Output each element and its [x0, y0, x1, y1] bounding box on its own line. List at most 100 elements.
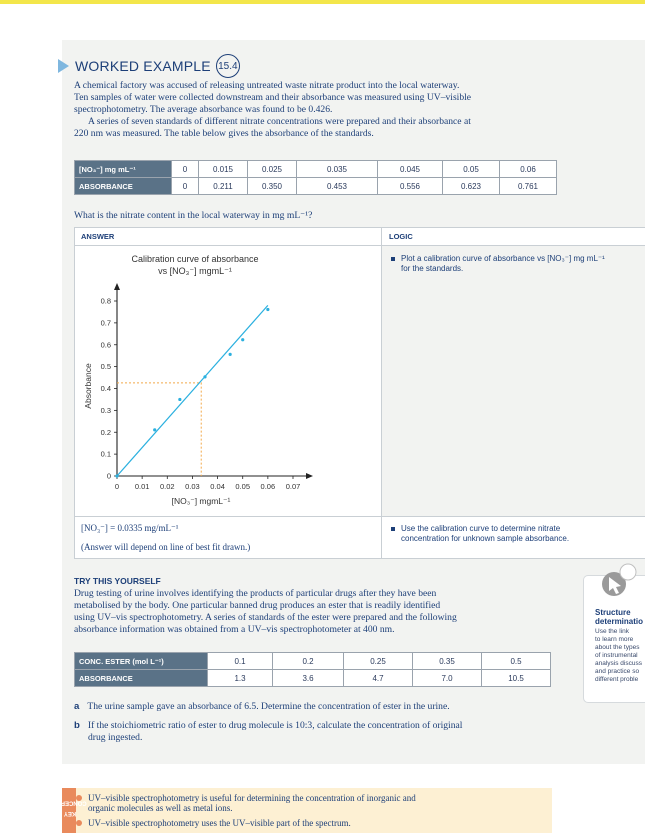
table-cell: 0.25 [343, 652, 413, 670]
table-cell: 0.05 [442, 160, 500, 178]
data-point [203, 375, 207, 379]
play-triangle-icon [58, 59, 69, 73]
data-point [153, 428, 157, 432]
y-tick-label: 0.6 [101, 340, 111, 349]
standards-table: [NO₃⁻] mg mL⁻¹ 0 0.015 0.025 0.035 0.045… [74, 160, 557, 195]
row-divider [75, 516, 645, 517]
table-cell: 0.35 [412, 652, 482, 670]
y-axis-label: Absorbance [83, 363, 93, 409]
x-tick-label: 0.02 [160, 482, 175, 491]
try-paragraph: Drug testing of urine involves identifyi… [74, 588, 457, 635]
table-cell: 0.2 [272, 652, 344, 670]
chart-title-line-1: Calibration curve of absorbance [131, 254, 258, 264]
worked-example-header: WORKED EXAMPLE 15.4 [58, 54, 240, 78]
table-row: [NO₃⁻] mg mL⁻¹ 0 0.015 0.025 0.035 0.045… [74, 160, 557, 178]
y-tick-label: 0.7 [101, 318, 111, 327]
data-point [178, 397, 182, 402]
x-tick-label: 0.07 [286, 482, 301, 491]
y-tick-label: 0.1 [101, 450, 111, 459]
bullet-icon [76, 820, 82, 826]
table-header-absorbance: ABSORBANCE [74, 177, 172, 195]
top-accent-bar [0, 0, 645, 4]
table-cell: 0.761 [499, 177, 557, 195]
table-cell: 0.350 [247, 177, 297, 195]
key-concepts-box [62, 788, 552, 833]
question-a-label: a [74, 701, 80, 712]
example-number-badge: 15.4 [215, 54, 240, 78]
table-cell: 0.211 [198, 177, 248, 195]
column-divider [381, 228, 382, 558]
answer-note: (Answer will depend on line of best fit … [81, 542, 251, 552]
data-point [115, 474, 119, 478]
table-cell: 0.556 [377, 177, 443, 195]
logic-shade [382, 246, 645, 516]
y-tick-label: 0.8 [101, 297, 111, 306]
card-text: Use the link to learn more about the typ… [595, 628, 642, 683]
y-tick-label: 0.3 [101, 406, 111, 415]
data-point [241, 338, 245, 342]
row-divider [75, 245, 645, 246]
y-tick-label: 0 [107, 472, 111, 481]
table-cell: 1.3 [207, 669, 273, 687]
x-axis-arrow-icon [306, 473, 313, 479]
table-cell: 0.015 [198, 160, 248, 178]
y-tick-label: 0.5 [101, 362, 111, 371]
y-tick-label: 0.2 [101, 428, 111, 437]
table-header-concentration: CONC. ESTER (mol L⁻¹) [74, 652, 208, 670]
intro-paragraph-2: A series of seven standards of different… [74, 116, 471, 139]
table-header-absorbance: ABSORBANCE [74, 669, 208, 687]
table-row: ABSORBANCE 0 0.211 0.350 0.453 0.556 0.6… [74, 177, 557, 195]
table-cell: 7.0 [412, 669, 482, 687]
section-title: WORKED EXAMPLE [75, 58, 211, 74]
x-tick-label: 0.05 [235, 482, 250, 491]
x-axis-label: [NO₃⁻] mgmL⁻¹ [172, 496, 231, 506]
reading-guide-line [117, 382, 202, 476]
table-cell: 0.623 [442, 177, 500, 195]
question-a: a The urine sample gave an absorbance of … [74, 701, 450, 712]
table-cell: 10.5 [481, 669, 551, 687]
table-cell: 0.06 [499, 160, 557, 178]
answer-header: ANSWER [81, 232, 115, 241]
answer-result: [NO₃⁻] = 0.0335 mg/mL⁻¹ [81, 523, 179, 533]
card-title: Structure determinatio [595, 608, 644, 626]
key-concept-2: UV–visible spectrophotometry uses the UV… [76, 818, 351, 828]
question-text: What is the nitrate content in the local… [74, 210, 313, 221]
table-cell: 0.453 [296, 177, 378, 195]
key-concept-1: UV–visible spectrophotometry is useful f… [76, 793, 416, 813]
table-row: CONC. ESTER (mol L⁻¹) 0.1 0.2 0.25 0.35 … [74, 652, 551, 670]
table-cell: 0.025 [247, 160, 297, 178]
data-point [228, 352, 232, 356]
cursor-click-icon [602, 563, 637, 596]
y-tick-label: 0.4 [101, 384, 111, 393]
x-tick-label: 0.04 [210, 482, 225, 491]
structure-determination-card[interactable]: Structure determinatio Use the link to l… [583, 563, 645, 703]
table-cell: 4.7 [343, 669, 413, 687]
table-row: ABSORBANCE 1.3 3.6 4.7 7.0 10.5 [74, 669, 551, 687]
y-axis-arrow-icon [114, 283, 120, 290]
table-header-concentration: [NO₃⁻] mg mL⁻¹ [74, 160, 172, 178]
logic-step-1: Plot a calibration curve of absorbance v… [391, 254, 605, 274]
bullet-icon [76, 795, 82, 801]
x-tick-label: 0.06 [261, 482, 276, 491]
try-heading: TRY THIS YOURSELF [74, 576, 161, 586]
chart-title-line-2: vs [NO₃⁻] mgmL⁻¹ [158, 266, 232, 276]
logic-step-2: Use the calibration curve to determine n… [391, 524, 569, 544]
key-concepts-tab: KEY CONCEPTS [53, 788, 87, 833]
x-tick-label: 0.01 [135, 482, 150, 491]
ester-table: CONC. ESTER (mol L⁻¹) 0.1 0.2 0.25 0.35 … [74, 652, 551, 687]
table-cell: 0.045 [377, 160, 443, 178]
data-point [266, 307, 270, 312]
answer-logic-box: ANSWER LOGIC Calibration curve of absorb… [74, 227, 645, 559]
table-cell: 0 [171, 177, 199, 195]
best-fit-line [116, 304, 269, 477]
intro-paragraph-1: A chemical factory was accused of releas… [74, 80, 472, 115]
calibration-chart: Calibration curve of absorbance vs [NO₃⁻… [83, 254, 313, 506]
bullet-icon [391, 527, 395, 531]
x-tick-label: 0.03 [185, 482, 200, 491]
bullet-icon [391, 257, 395, 261]
question-b: b If the stoichiometric ratio of ester to… [74, 720, 463, 743]
x-tick-label: 0 [115, 482, 119, 491]
table-cell: 0 [171, 160, 199, 178]
table-cell: 3.6 [272, 669, 344, 687]
logic-header: LOGIC [389, 232, 413, 241]
